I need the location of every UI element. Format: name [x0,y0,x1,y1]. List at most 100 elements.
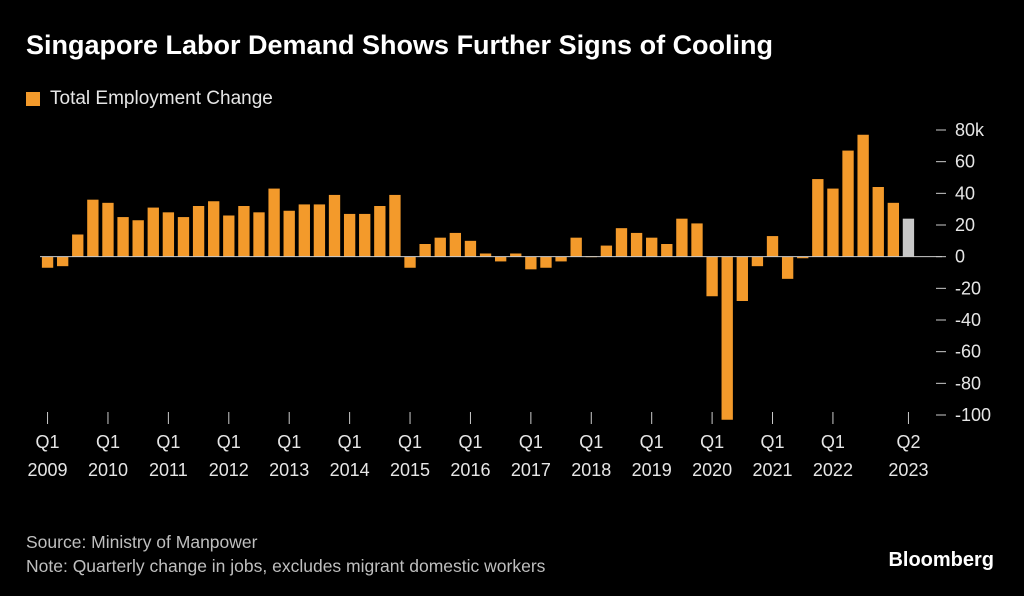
y-tick-label: -60 [955,342,981,362]
bar-q2-2013 [298,204,310,257]
bar-q1-2013 [283,210,295,257]
x-tick-year: 2014 [330,460,370,480]
source-text: Source: Ministry of Manpower [26,532,258,552]
bar-q2-2017 [540,256,552,268]
x-tick-quarter: Q1 [519,432,543,452]
note-text: Note: Quarterly change in jobs, excludes… [26,556,546,576]
bar-q4-2014 [389,194,401,257]
y-tick-label: -80 [955,373,981,393]
y-tick-label: -40 [955,310,981,330]
bar-q4-2011 [208,201,220,257]
bar-q1-2016 [464,240,477,257]
x-tick-quarter: Q1 [338,432,362,452]
bar-q2-2016 [479,253,492,257]
bar-q3-2018 [615,228,628,257]
bar-q3-2012 [253,212,265,257]
x-tick-quarter: Q1 [640,432,664,452]
x-tick-quarter: Q1 [821,432,845,452]
bar-q3-2009 [72,234,84,257]
bar-q3-2015 [434,237,446,257]
x-tick-year: 2015 [390,460,430,480]
x-tick-year: 2010 [88,460,128,480]
bar-q1-2021 [766,236,779,257]
bar-q2-2010 [117,217,129,257]
x-tick-year: 2009 [28,460,68,480]
bar-q1-2015 [404,256,416,268]
x-tick-quarter: Q1 [96,432,120,452]
bar-q2-2012 [238,206,250,257]
bar-q3-2019 [676,218,688,257]
x-tick-year: 2022 [813,460,853,480]
x-tick-quarter: Q1 [156,432,180,452]
x-tick-year: 2013 [269,460,309,480]
bar-q2-2009 [56,256,69,267]
bar-q1-2012 [223,215,235,257]
bar-q2-2014 [359,213,371,257]
y-tick-label: -100 [955,405,991,425]
bar-q4-2010 [147,207,159,257]
bar-q3-2010 [132,220,144,257]
x-tick-quarter: Q1 [217,432,241,452]
bar-q3-2011 [192,206,205,257]
bar-q1-2017 [525,256,537,270]
x-tick-quarter: Q1 [36,432,60,452]
legend-swatch [26,92,40,106]
bar-q1-2009 [41,256,54,268]
x-tick-year: 2011 [149,460,188,480]
bar-q2-2020 [721,256,733,420]
y-tick-label: 60 [955,152,975,172]
x-tick-year: 2021 [752,460,792,480]
x-tick-quarter: Q1 [398,432,422,452]
x-tick-quarter: Q1 [579,432,603,452]
bar-q2-2022 [842,150,854,257]
bar-q2-2018 [600,245,613,257]
bar-q4-2022 [872,187,884,257]
bar-q3-2014 [374,206,386,257]
legend: Total Employment Change [26,88,273,110]
bar-q4-2018 [630,232,643,257]
bar-q4-2012 [268,188,280,257]
bar-q4-2013 [328,194,341,257]
y-tick-label: 20 [955,215,975,235]
bar-q4-2017 [570,237,582,257]
x-tick-year: 2018 [571,460,611,480]
bar-q4-2009 [87,199,99,257]
x-tick-quarter: Q2 [896,432,920,452]
legend-label: Total Employment Change [50,88,273,109]
bar-q3-2016 [494,256,507,262]
bar-q2-2023 [902,218,915,257]
bar-q2-2019 [661,244,673,257]
bar-q1-2010 [102,202,114,257]
bar-q4-2016 [510,253,522,257]
bar-q2-2021 [781,256,794,279]
bar-q4-2021 [812,179,824,257]
bar-q2-2015 [419,244,431,257]
x-tick-year: 2017 [511,460,551,480]
x-tick-quarter: Q1 [458,432,482,452]
y-tick-label: 40 [955,183,975,203]
bar-q4-2020 [751,256,764,267]
bar-q3-2017 [555,256,567,262]
bar-q4-2015 [449,232,462,257]
y-tick-label: 0 [955,247,965,267]
x-tick-year: 2023 [888,460,928,480]
bar-q4-2019 [691,223,703,257]
x-tick-year: 2016 [450,460,490,480]
y-tick-label: 80k [955,120,985,140]
bar-q1-2019 [646,237,658,257]
bar-q3-2020 [736,256,748,301]
bar-q2-2011 [177,217,190,257]
bar-q1-2023 [887,202,900,257]
x-tick-quarter: Q1 [761,432,785,452]
bar-q1-2020 [706,256,718,297]
bar-q1-2022 [827,188,839,257]
x-tick-quarter: Q1 [700,432,724,452]
x-tick-year: 2012 [209,460,249,480]
x-tick-year: 2020 [692,460,732,480]
bar-q1-2014 [343,213,356,257]
bar-q3-2022 [857,134,869,257]
bloomberg-logo: Bloomberg [888,549,994,571]
bar-q1-2011 [162,212,175,257]
chart-title: Singapore Labor Demand Shows Further Sig… [26,30,774,60]
